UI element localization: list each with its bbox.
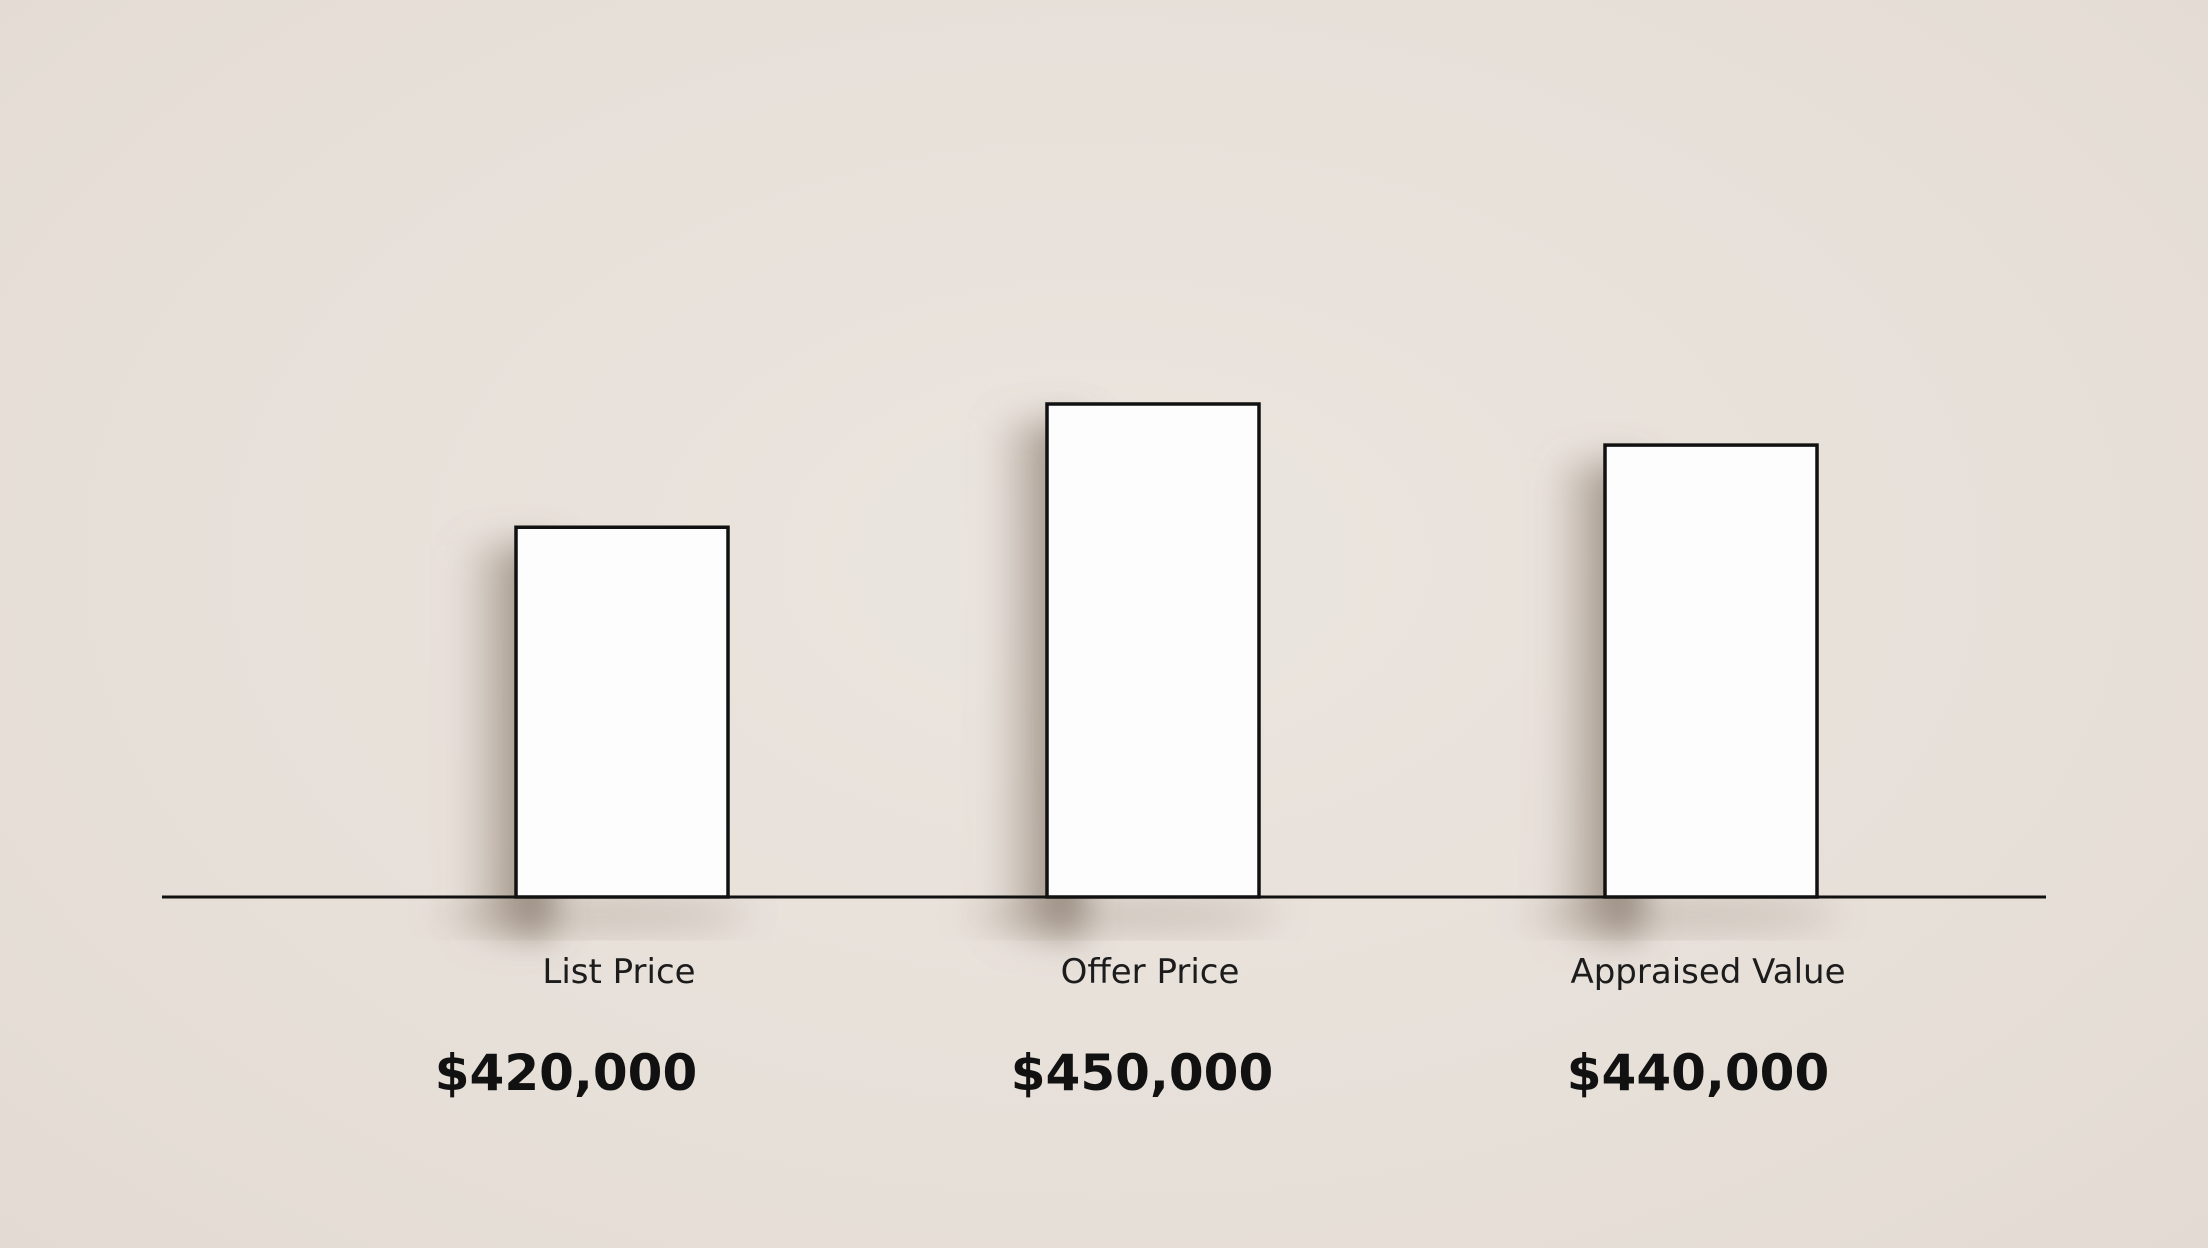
value-labels: $420,000 $450,000 $440,000 — [435, 1044, 1830, 1102]
bar-list-price — [514, 525, 730, 899]
bar-appraised-value — [1603, 443, 1819, 899]
bars-group — [514, 402, 1819, 899]
category-label: Appraised Value — [1570, 952, 1845, 992]
bar-floor-shadow — [433, 901, 751, 929]
bar-offer-price — [1045, 402, 1261, 899]
value-label: $450,000 — [1011, 1044, 1274, 1102]
bar-floor-shadow — [1522, 901, 1840, 929]
bar-floor-shadow — [964, 901, 1282, 929]
category-label: List Price — [542, 952, 695, 992]
category-labels: List Price Offer Price Appraised Value — [542, 952, 1845, 992]
value-label: $420,000 — [435, 1044, 698, 1102]
value-label: $440,000 — [1567, 1044, 1830, 1102]
category-label: Offer Price — [1061, 952, 1240, 992]
